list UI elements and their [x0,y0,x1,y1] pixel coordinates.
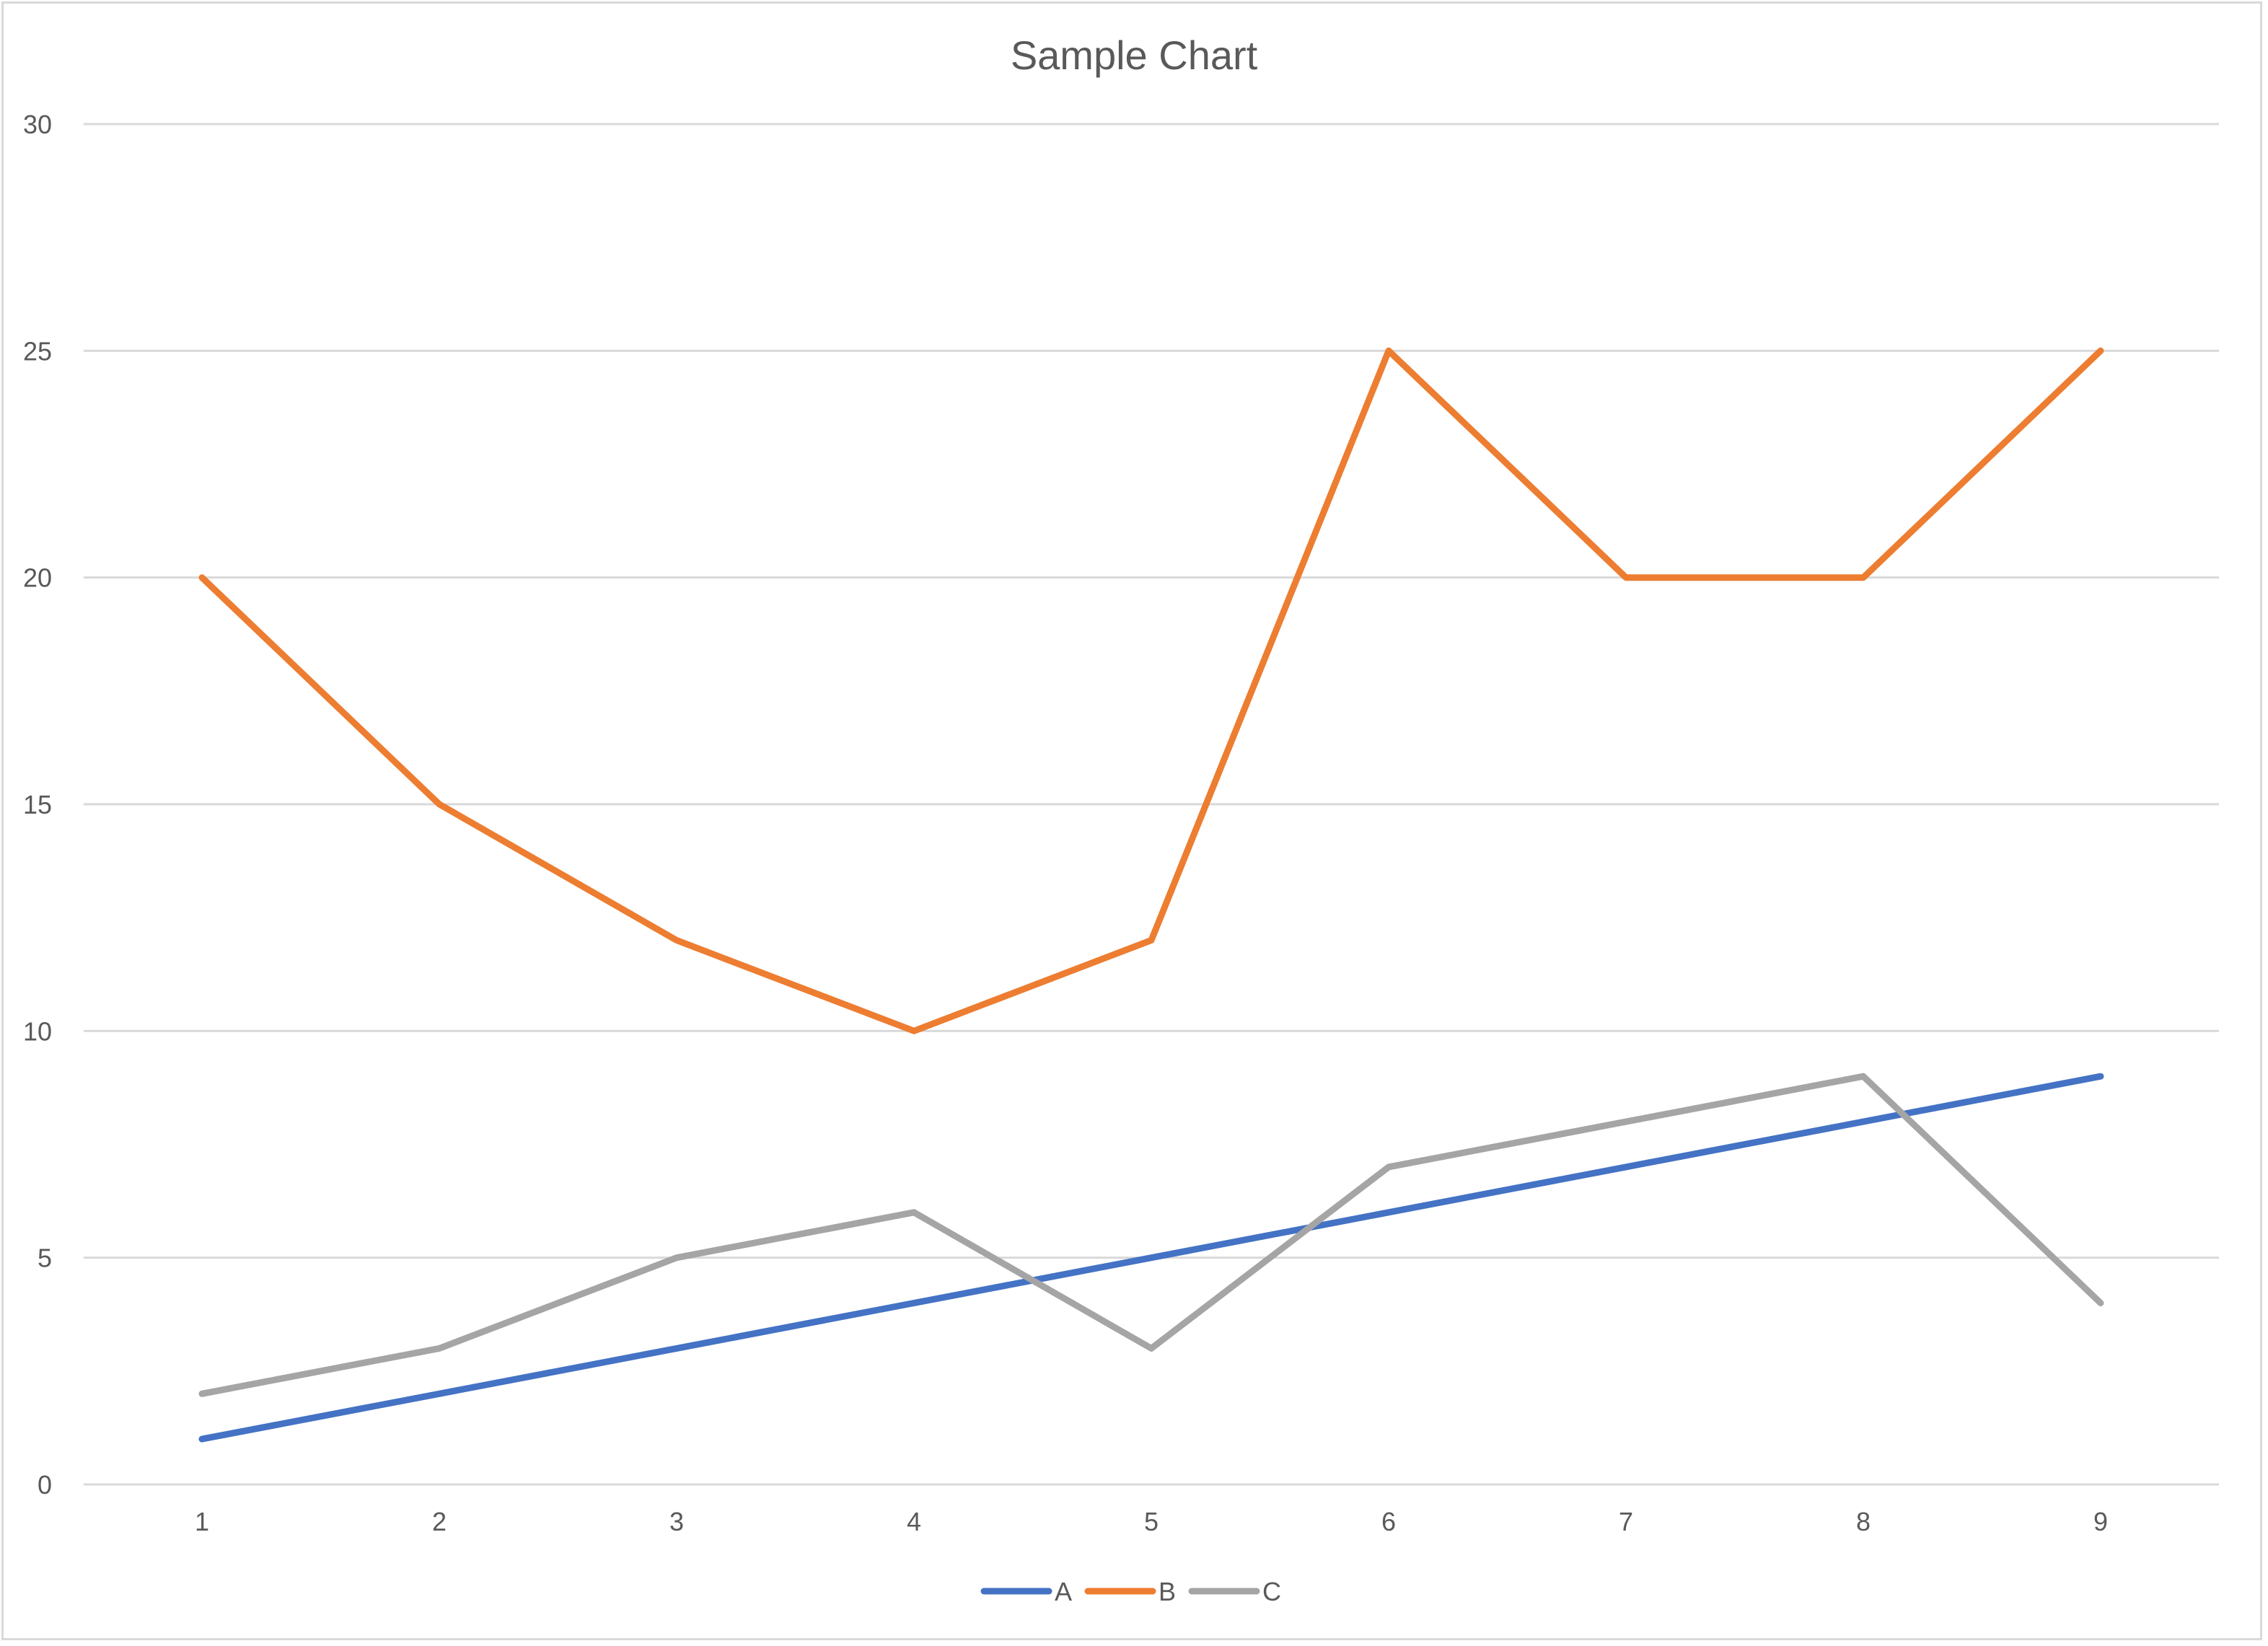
x-tick-label-5: 5 [1144,1507,1159,1536]
series-line-A [198,1073,2104,1443]
y-tick-label-15: 15 [23,790,52,819]
series-line-B [198,347,2104,1034]
x-tick-label-9: 9 [2093,1507,2108,1536]
chart-title: Sample Chart [1011,32,1258,78]
x-axis: 1 2 3 4 5 6 7 8 9 [195,1507,2108,1536]
y-tick-label-20: 20 [23,563,52,593]
gridlines [84,123,2219,1486]
legend-label-A: A [1055,1577,1072,1606]
y-tick-label-10: 10 [23,1016,52,1046]
series-lines [198,347,2104,1443]
x-tick-label-4: 4 [907,1507,921,1536]
y-axis: 0 5 10 15 20 25 30 [23,110,52,1500]
x-tick-label-8: 8 [1856,1507,1871,1536]
x-tick-label-1: 1 [195,1507,209,1536]
legend-label-C: C [1262,1577,1281,1606]
x-tick-label-7: 7 [1619,1507,1633,1536]
y-tick-label-0: 0 [38,1470,52,1500]
y-tick-label-25: 25 [23,336,52,366]
y-tick-label-5: 5 [38,1244,52,1273]
x-tick-label-2: 2 [432,1507,447,1536]
x-tick-label-6: 6 [1381,1507,1396,1536]
series-line-C [198,1073,2104,1397]
y-tick-label-30: 30 [23,110,52,139]
legend-label-B: B [1159,1577,1176,1606]
legend: A B C [980,1577,1281,1606]
x-tick-label-3: 3 [669,1507,684,1536]
